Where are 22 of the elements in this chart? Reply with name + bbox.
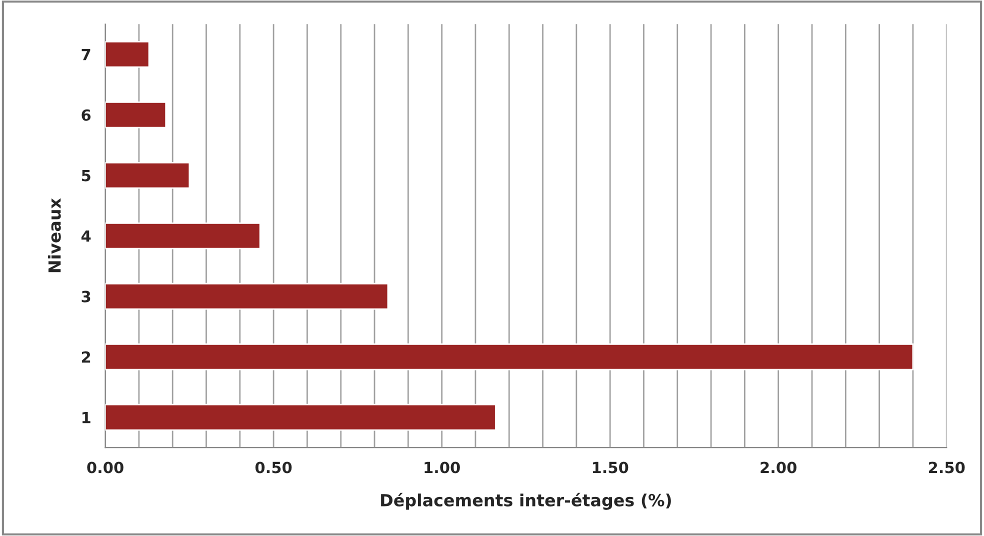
x-tick-label: 0.50 bbox=[255, 462, 292, 474]
bar bbox=[105, 343, 914, 370]
y-tick-label: 6 bbox=[82, 109, 91, 121]
x-axis-title: Déplacements inter-étages (%) bbox=[381, 492, 671, 510]
y-tick-label: 7 bbox=[82, 49, 90, 60]
bar bbox=[105, 40, 150, 68]
x-tick-label: 2.50 bbox=[928, 462, 965, 474]
bar bbox=[105, 162, 190, 189]
x-tick-label: 1.00 bbox=[424, 462, 460, 474]
bar bbox=[105, 282, 389, 310]
y-axis-title: Niveaux bbox=[48, 198, 61, 272]
x-tick-label: 2.00 bbox=[760, 462, 796, 474]
x-tick-label: 0.00 bbox=[87, 462, 124, 474]
bar bbox=[105, 101, 167, 128]
y-tick-label: 4 bbox=[81, 230, 91, 242]
x-tick-label: 1.50 bbox=[592, 462, 628, 474]
bar bbox=[105, 222, 261, 250]
y-tick-label: 5 bbox=[82, 170, 90, 182]
bar bbox=[105, 404, 496, 431]
y-tick-label: 3 bbox=[82, 290, 90, 302]
y-tick-label: 2 bbox=[82, 351, 90, 363]
y-tick-label: 1 bbox=[82, 412, 90, 424]
